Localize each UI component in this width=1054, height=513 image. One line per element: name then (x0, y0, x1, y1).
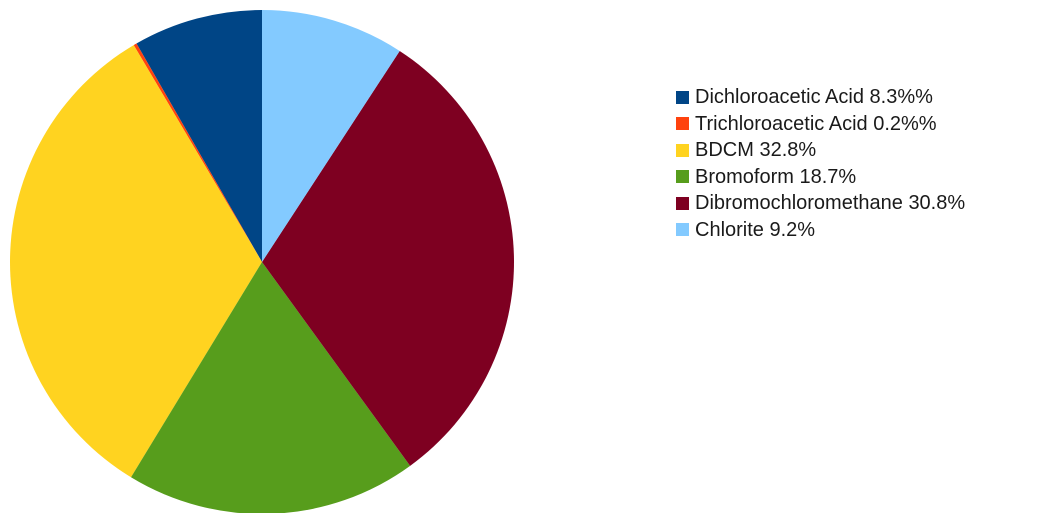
pie-slices (9, 10, 514, 513)
legend-item-trichloroacetic-acid: Trichloroacetic Acid 0.2%% (676, 111, 965, 138)
pie-slice-1-trichloroacetic (133, 43, 262, 262)
legend-label-bromoform: Bromoform 18.7% (695, 165, 857, 188)
legend-swatch-dichloroacetic-acid (676, 90, 689, 104)
legend-swatch-dibromochloromethane (676, 196, 689, 210)
legend-label-dichloroacetic-acid: Dichloroacetic Acid 8.3%% (695, 86, 933, 109)
legend-label-dibromochloromethane: Dibromochloromethane 30.8% (695, 192, 966, 215)
pie-slice-3-bromoform (131, 262, 411, 513)
legend-item-bromoform: Bromoform 18.7% (676, 164, 965, 191)
legend-item-bdcm: BDCM 32.8% (676, 137, 965, 164)
legend-label-trichloroacetic-acid: Trichloroacetic Acid 0.2%% (695, 112, 937, 135)
pie-slice-0-dichloroacetic (136, 10, 262, 262)
legend-swatch-bromoform (676, 170, 689, 184)
legend-swatch-trichloroacetic-acid (676, 117, 689, 131)
legend: Dichloroacetic Acid 8.3%% Trichloroaceti… (676, 84, 965, 243)
legend-label-bdcm: BDCM 32.8% (695, 139, 817, 162)
legend-item-chlorite: Chlorite 9.2% (676, 217, 965, 244)
pie-slice-4-dibromochloromethane (262, 50, 514, 466)
pie-chart-plot (9, 10, 514, 513)
legend-label-chlorite: Chlorite 9.2% (695, 218, 816, 241)
legend-item-dibromochloromethane: Dibromochloromethane 30.8% (676, 190, 965, 217)
pie-slice-5-chlorite (262, 10, 400, 262)
legend-item-dichloroacetic-acid: Dichloroacetic Acid 8.3%% (676, 84, 965, 111)
pie-slice-2-bdcm (9, 45, 263, 478)
legend-swatch-bdcm (676, 143, 689, 157)
legend-swatch-chlorite (676, 223, 689, 237)
